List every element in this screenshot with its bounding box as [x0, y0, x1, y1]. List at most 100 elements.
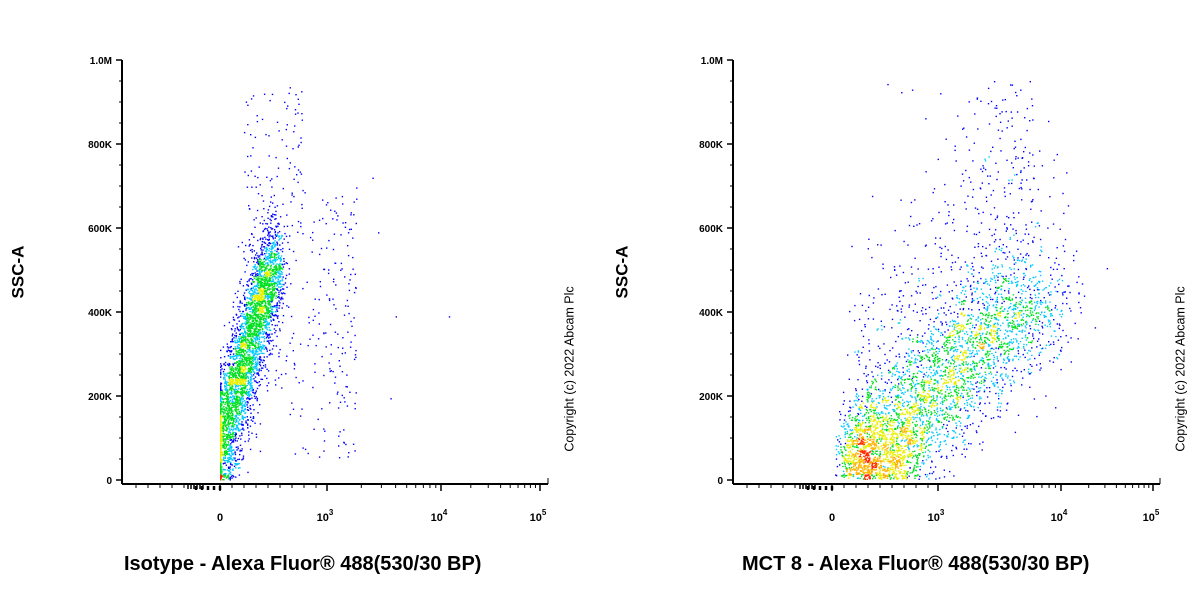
event-dot [251, 356, 254, 358]
event-dot [232, 397, 235, 400]
event-dot [1003, 359, 1005, 361]
event-dot [270, 259, 272, 261]
event-dot [271, 242, 273, 244]
event-dot [250, 408, 252, 410]
event-dot [262, 291, 264, 293]
event-dot [241, 326, 244, 328]
event-dot [253, 310, 255, 312]
event-dot [237, 385, 239, 388]
event-dot [232, 468, 234, 470]
event-dot [249, 407, 251, 410]
event-dot [259, 301, 261, 303]
event-dot [249, 378, 252, 381]
event-dot [229, 467, 231, 469]
event-dot [854, 403, 857, 405]
event-dot [961, 392, 963, 395]
event-dot [261, 346, 263, 349]
event-dot [344, 305, 347, 307]
event-dot [342, 347, 344, 349]
event-dot [1033, 328, 1035, 331]
event-dot [260, 275, 262, 277]
event-dot [277, 257, 280, 259]
event-dot [257, 302, 259, 304]
event-dot [843, 476, 845, 478]
event-dot [275, 304, 278, 306]
event-dot [234, 292, 237, 295]
event-dot [223, 443, 225, 445]
event-dot [260, 279, 263, 281]
event-dot [241, 387, 243, 390]
event-dot [265, 278, 268, 281]
event-dot [266, 385, 268, 387]
event-dot [220, 399, 222, 402]
event-dot [898, 458, 900, 461]
event-dot [252, 374, 255, 376]
event-dot [886, 430, 888, 432]
event-dot [232, 380, 234, 383]
event-dot [261, 262, 263, 264]
event-dot [235, 380, 237, 382]
event-dot [265, 324, 267, 327]
event-dot [271, 324, 273, 326]
y-tick-label: 0 [717, 476, 723, 487]
event-dot [903, 426, 905, 428]
event-dot [247, 318, 250, 320]
event-dot [884, 448, 886, 451]
event-dot [330, 353, 332, 355]
event-dot [253, 219, 255, 221]
event-dot [249, 297, 251, 299]
event-dot [258, 293, 260, 295]
event-dot [259, 331, 262, 333]
event-dot [322, 199, 324, 201]
event-dot [332, 248, 335, 251]
event-dot [1030, 342, 1033, 344]
event-dot [281, 242, 284, 244]
event-dot [235, 417, 237, 419]
event-dot [271, 261, 274, 264]
event-dot [275, 271, 277, 274]
event-dot [276, 268, 278, 270]
event-dot [241, 302, 243, 304]
event-dot [976, 352, 978, 354]
event-dot [251, 315, 253, 317]
event-dot [235, 437, 237, 439]
event-dot [244, 416, 246, 419]
event-dot [248, 333, 250, 336]
event-dot [343, 441, 345, 444]
event-dot [356, 198, 358, 200]
event-dot [876, 412, 878, 414]
event-dot [272, 314, 275, 317]
event-dot [253, 311, 255, 314]
event-dot [842, 465, 844, 468]
event-dot [259, 258, 261, 260]
event-dot [238, 404, 240, 406]
event-dot [921, 412, 923, 414]
event-dot [226, 372, 229, 375]
event-dot [223, 453, 226, 456]
event-dot [996, 216, 998, 219]
event-dot [235, 369, 238, 371]
event-dot [263, 340, 265, 342]
event-dot [232, 341, 234, 343]
event-dot [233, 420, 235, 422]
event-dot [237, 355, 239, 357]
event-dot [883, 461, 885, 463]
event-dot [260, 378, 262, 380]
event-dot [230, 473, 232, 476]
event-dot [268, 226, 270, 228]
event-dot [250, 342, 252, 344]
event-dot [240, 381, 242, 383]
event-dot [222, 426, 224, 428]
event-dot [966, 402, 968, 404]
event-dot [268, 322, 270, 324]
event-dot [246, 284, 248, 286]
event-dot [255, 285, 258, 287]
event-dot [276, 121, 279, 123]
event-dot [272, 339, 274, 342]
event-dot [245, 289, 247, 291]
event-dot [872, 443, 874, 445]
event-dot [244, 353, 246, 355]
event-dot [234, 339, 236, 342]
event-dot [268, 329, 270, 331]
event-dot [244, 366, 246, 368]
